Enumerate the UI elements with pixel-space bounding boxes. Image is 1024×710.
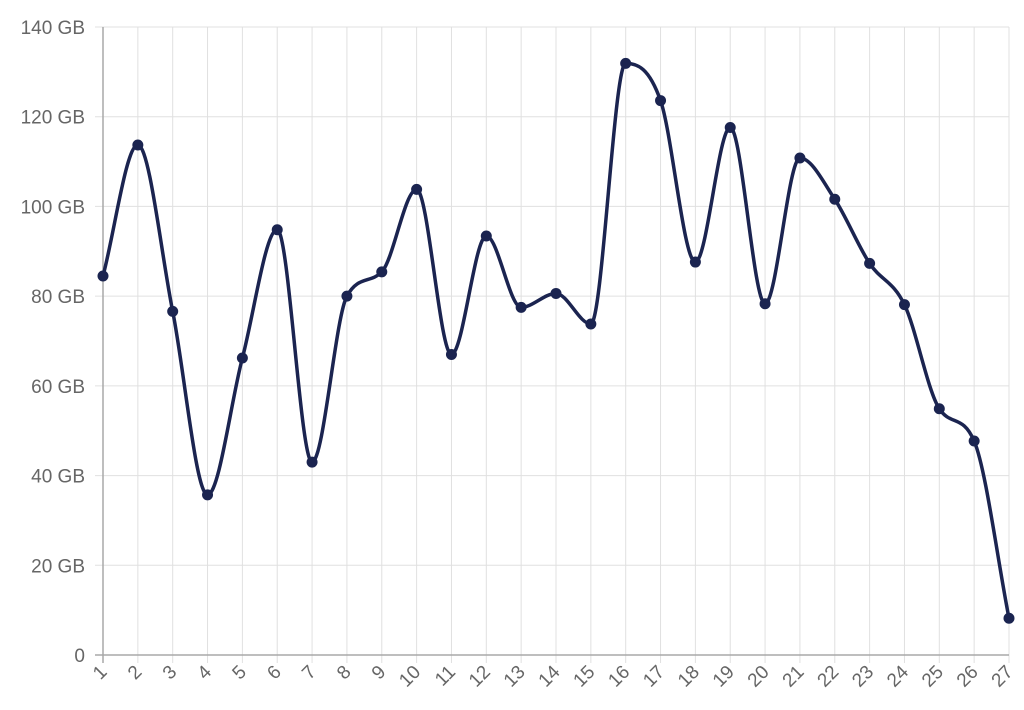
data-point — [236, 352, 248, 364]
data-point — [829, 193, 841, 205]
x-tick-label: 15 — [570, 662, 600, 692]
x-tick-labels: 1 2 3 4 5 6 7 8 9 10 11 12 13 14 15 16 17 18 19 20 21 22 23 24 2… — [89, 661, 1017, 691]
data-point — [445, 348, 457, 360]
x-tick-label: 19 — [709, 662, 739, 692]
data-point — [655, 95, 667, 107]
y-tick-label: 140 GB — [21, 18, 85, 39]
x-tick-label: 16 — [604, 662, 634, 692]
x-tick-label: 11 — [431, 662, 460, 691]
data-point — [167, 305, 179, 317]
y-tick-label: 20 GB — [31, 556, 85, 577]
x-tick-label: 4 — [194, 661, 217, 684]
x-tick-label: 22 — [814, 662, 844, 692]
x-tick-label: 5 — [229, 662, 251, 684]
x-tick-label: 14 — [535, 661, 565, 691]
x-tick-label: 10 — [395, 662, 425, 692]
data-point — [550, 287, 562, 299]
y-tick-label: 80 GB — [31, 287, 85, 308]
x-tick-label: 13 — [500, 662, 530, 692]
data-point — [341, 290, 353, 302]
data-point — [515, 301, 527, 313]
x-tick-label: 25 — [918, 662, 948, 692]
data-point — [759, 298, 771, 310]
data-point — [271, 224, 283, 236]
x-tick-label: 2 — [124, 662, 146, 684]
y-tick-label: 100 GB — [21, 197, 85, 218]
x-tick-label: 24 — [883, 661, 913, 691]
y-tick-label: 120 GB — [21, 108, 85, 129]
data-point — [864, 257, 876, 269]
data-point — [97, 270, 109, 282]
x-tick-label: 3 — [159, 662, 181, 684]
data-point — [376, 266, 388, 278]
data-point — [1003, 612, 1015, 624]
data-point — [306, 456, 318, 468]
x-tick-label: 20 — [744, 662, 774, 692]
data-point — [480, 230, 492, 242]
grid-lines — [95, 26, 1010, 663]
data-point — [202, 489, 214, 501]
data-point — [968, 435, 980, 447]
x-tick-label: 18 — [674, 662, 704, 692]
x-tick-label: 8 — [333, 662, 355, 684]
y-tick-labels: 0 20 GB 40 GB 60 GB 80 GB 100 GB 120 GB 140 GB — [21, 18, 85, 667]
data-point — [724, 121, 736, 133]
series-layer — [97, 57, 1015, 624]
data-point — [585, 318, 597, 330]
x-tick-label: 26 — [953, 662, 983, 692]
data-point — [411, 183, 423, 195]
data-point — [132, 139, 144, 151]
data-point — [933, 403, 945, 415]
x-tick-label: 27 — [988, 662, 1018, 692]
x-tick-label: 23 — [848, 662, 878, 692]
x-tick-label: 12 — [465, 662, 495, 692]
x-tick-label: 21 — [779, 662, 809, 692]
x-tick-label: 9 — [368, 662, 390, 684]
data-point — [689, 256, 701, 268]
data-point — [898, 299, 910, 311]
x-tick-label: 7 — [298, 662, 320, 684]
data-point — [794, 152, 806, 164]
x-tick-label: 6 — [263, 662, 285, 684]
axes — [95, 27, 1009, 663]
x-tick-label: 17 — [639, 662, 669, 692]
y-tick-label: 0 — [74, 646, 85, 667]
data-point — [620, 57, 632, 69]
x-tick-label: 1 — [89, 662, 111, 684]
y-tick-label: 60 GB — [31, 377, 85, 398]
y-tick-label: 40 GB — [31, 467, 85, 488]
